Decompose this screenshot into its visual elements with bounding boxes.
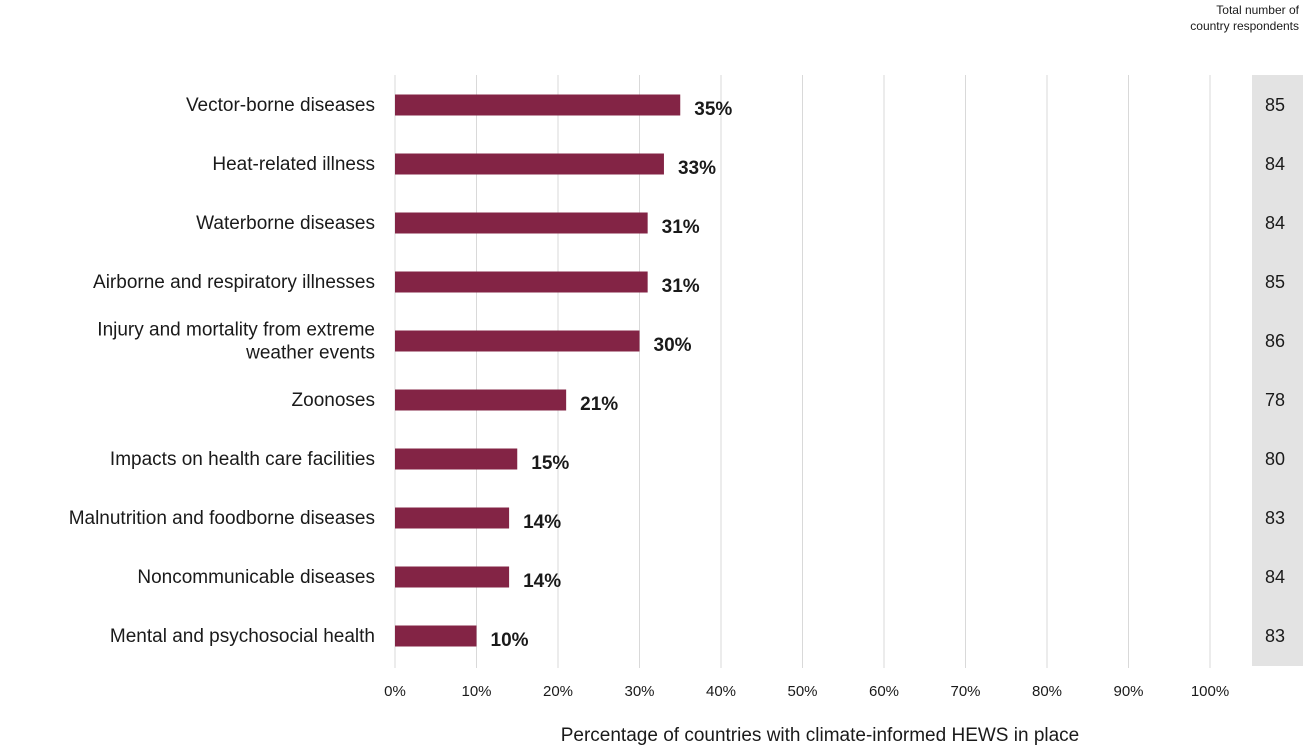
x-tick-labels: 0% 10% 20% 30% 40% 50% 60% 70% 80% 90% 100%: [384, 683, 1229, 700]
respondent-count: 84: [1265, 154, 1285, 174]
value-label: 15%: [531, 453, 569, 474]
bar: [395, 212, 648, 234]
respondent-count: 84: [1265, 213, 1285, 233]
respondent-count: 84: [1265, 567, 1285, 587]
x-tick-label: 20%: [543, 683, 573, 700]
respondent-counts: 85 84 84 85 86 78 80 83 84 83: [1265, 95, 1285, 646]
respondent-count: 85: [1265, 272, 1285, 292]
bar: [395, 94, 681, 116]
respondents-column-background: [1252, 75, 1303, 666]
respondent-count: 80: [1265, 449, 1285, 469]
x-tick-label: 40%: [706, 683, 736, 700]
bar: [395, 507, 510, 529]
category-label: Mental and psychosocial health: [110, 626, 375, 647]
category-label: Noncommunicable diseases: [137, 567, 375, 588]
x-tick-label: 60%: [869, 683, 899, 700]
x-tick-label: 50%: [787, 683, 817, 700]
bars: [395, 94, 681, 647]
x-tick-label: 30%: [624, 683, 654, 700]
x-tick-label: 10%: [461, 683, 491, 700]
category-label: Injury and mortality from extreme weather…: [97, 320, 375, 364]
respondent-count: 83: [1265, 626, 1285, 646]
category-label: Zoonoses: [292, 390, 375, 411]
category-label: Heat-related illness: [212, 154, 375, 175]
bar: [395, 271, 648, 293]
bar: [395, 330, 640, 352]
bar: [395, 153, 664, 175]
x-axis-title: Percentage of countries with climate-inf…: [561, 725, 1080, 745]
category-label: Vector-borne diseases: [186, 95, 375, 116]
x-tick-label: 70%: [950, 683, 980, 700]
respondent-count: 86: [1265, 331, 1285, 351]
respondent-count: 78: [1265, 390, 1285, 410]
value-label: 14%: [523, 512, 561, 533]
bar: [395, 389, 567, 411]
x-tick-label: 90%: [1113, 683, 1143, 700]
x-tick-label: 80%: [1032, 683, 1062, 700]
value-label: 33%: [678, 158, 716, 179]
bar: [395, 625, 477, 647]
value-label: 31%: [662, 217, 700, 238]
x-tick-label: 0%: [384, 683, 406, 700]
value-label: 10%: [491, 630, 529, 651]
category-label: Airborne and respiratory illnesses: [93, 272, 375, 293]
respondent-count: 83: [1265, 508, 1285, 528]
value-labels: 35% 33% 31% 31% 30% 21% 15% 14% 14% 10%: [491, 99, 733, 651]
value-label: 21%: [580, 394, 618, 415]
category-labels: Vector-borne diseases Heat-related illnes…: [69, 95, 375, 647]
respondents-header: Total number of country respondents: [1190, 3, 1299, 33]
respondent-count: 85: [1265, 95, 1285, 115]
category-label: Impacts on health care facilities: [110, 449, 375, 470]
x-tick-label: 100%: [1191, 683, 1229, 700]
bar: [395, 566, 510, 588]
bar: [395, 448, 518, 470]
category-label: Waterborne diseases: [196, 213, 375, 234]
value-label: 14%: [523, 571, 561, 592]
value-label: 31%: [662, 276, 700, 297]
value-label: 30%: [654, 335, 692, 356]
value-label: 35%: [694, 99, 732, 120]
category-label: Malnutrition and foodborne diseases: [69, 508, 375, 529]
